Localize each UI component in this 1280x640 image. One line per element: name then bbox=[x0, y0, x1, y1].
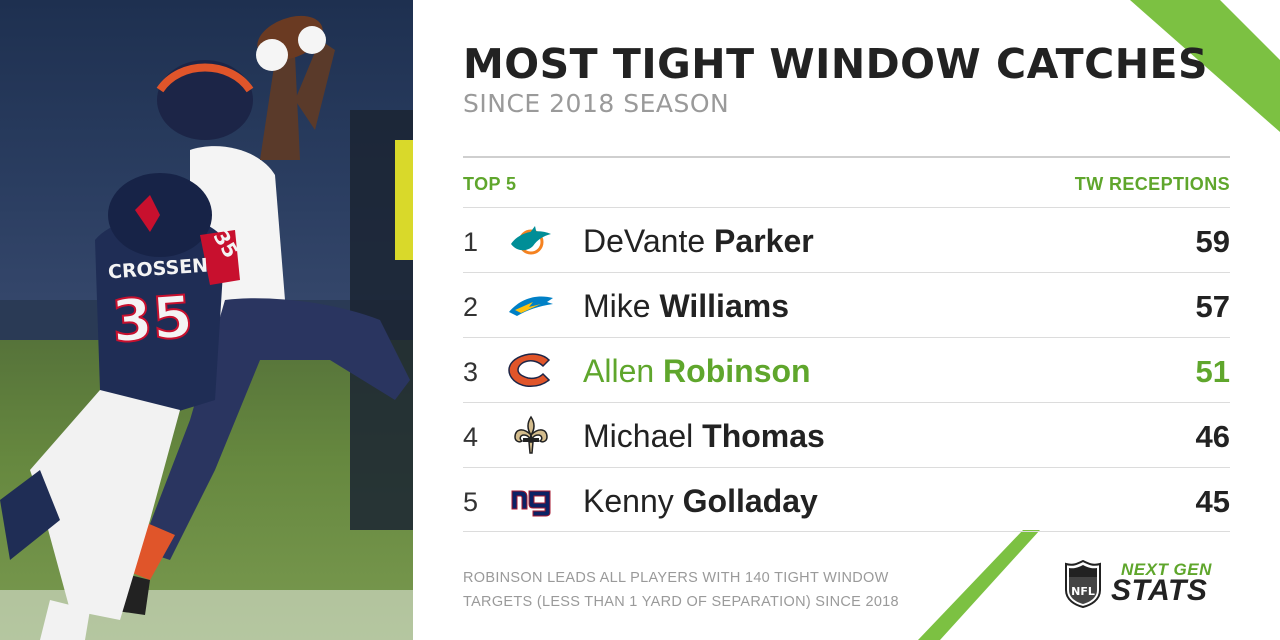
row-rank: 1 bbox=[463, 227, 479, 257]
player-last-name: Thomas bbox=[702, 418, 825, 454]
jersey-number: 35 bbox=[109, 281, 196, 356]
hero-photo: CROSSEN 35 35 bbox=[0, 0, 413, 640]
svg-text:NFL: NFL bbox=[1071, 585, 1095, 598]
player-first-name: Michael bbox=[583, 418, 694, 454]
next-gen-stats-logo: NFL NEXT GEN STATS bbox=[1063, 560, 1228, 608]
player-first-name: Mike bbox=[583, 288, 651, 324]
brand-line-2: STATS bbox=[1111, 574, 1208, 607]
row-value: 45 bbox=[1195, 484, 1230, 519]
stats-panel: MOST TIGHT WINDOW CATCHES SINCE 2018 SEA… bbox=[413, 0, 1280, 640]
page-subtitle: SINCE 2018 SEASON bbox=[463, 89, 730, 118]
player-name: DeVante Parker bbox=[583, 223, 814, 260]
decorative-slash-top bbox=[1130, 0, 1280, 132]
players-illustration bbox=[0, 15, 413, 640]
nfl-shield-icon: NFL bbox=[1065, 560, 1101, 608]
table-row: 2 Mike Williams 57 bbox=[463, 272, 1230, 337]
player-last-name: Parker bbox=[714, 223, 814, 259]
row-rank: 4 bbox=[463, 422, 479, 452]
chargers-logo-icon bbox=[507, 285, 555, 325]
footnote: ROBINSON LEADS ALL PLAYERS WITH 140 TIGH… bbox=[463, 566, 943, 614]
player-name: Mike Williams bbox=[583, 288, 789, 325]
row-rank: 2 bbox=[463, 292, 479, 322]
player-first-name: Kenny bbox=[583, 483, 674, 519]
row-rank: 3 bbox=[463, 357, 479, 387]
player-name: Kenny Golladay bbox=[583, 483, 818, 520]
player-first-name: Allen bbox=[583, 353, 655, 389]
row-rank: 5 bbox=[463, 487, 479, 517]
player-last-name: Robinson bbox=[663, 353, 811, 389]
player-name: Michael Thomas bbox=[583, 418, 825, 455]
page-title: MOST TIGHT WINDOW CATCHES bbox=[463, 40, 1209, 88]
footnote-line-1: ROBINSON LEADS ALL PLAYERS WITH 140 TIGH… bbox=[463, 570, 889, 586]
dolphins-logo-icon bbox=[507, 220, 555, 260]
player-first-name: DeVante bbox=[583, 223, 706, 259]
player-last-name: Williams bbox=[659, 288, 789, 324]
column-header-rank: TOP 5 bbox=[463, 174, 517, 194]
player-name: Allen Robinson bbox=[583, 353, 811, 390]
leaderboard-table: 1 DeVante Parker 59 2 bbox=[463, 207, 1230, 532]
player-last-name: Golladay bbox=[682, 483, 818, 519]
table-row: 5 Kenny Golladay 45 bbox=[463, 467, 1230, 532]
table-row: 3 Allen Robinson 51 bbox=[463, 337, 1230, 402]
brand-line-1: NEXT GEN bbox=[1121, 560, 1212, 579]
row-value: 51 bbox=[1195, 354, 1230, 389]
table-row: 4 Michael Thomas 46 bbox=[463, 402, 1230, 467]
giants-logo-icon bbox=[507, 480, 555, 520]
row-value: 46 bbox=[1195, 419, 1230, 454]
header-divider bbox=[463, 156, 1230, 158]
table-row: 1 DeVante Parker 59 bbox=[463, 207, 1230, 272]
bears-logo-icon bbox=[507, 350, 555, 390]
column-header-value: TW RECEPTIONS bbox=[1074, 174, 1230, 194]
saints-logo-icon bbox=[507, 415, 555, 455]
footnote-line-2: TARGETS (LESS THAN 1 YARD OF SEPARATION)… bbox=[463, 594, 899, 610]
row-value: 57 bbox=[1195, 289, 1230, 324]
decorative-slash-bottom bbox=[918, 530, 1040, 640]
row-value: 59 bbox=[1195, 224, 1230, 259]
